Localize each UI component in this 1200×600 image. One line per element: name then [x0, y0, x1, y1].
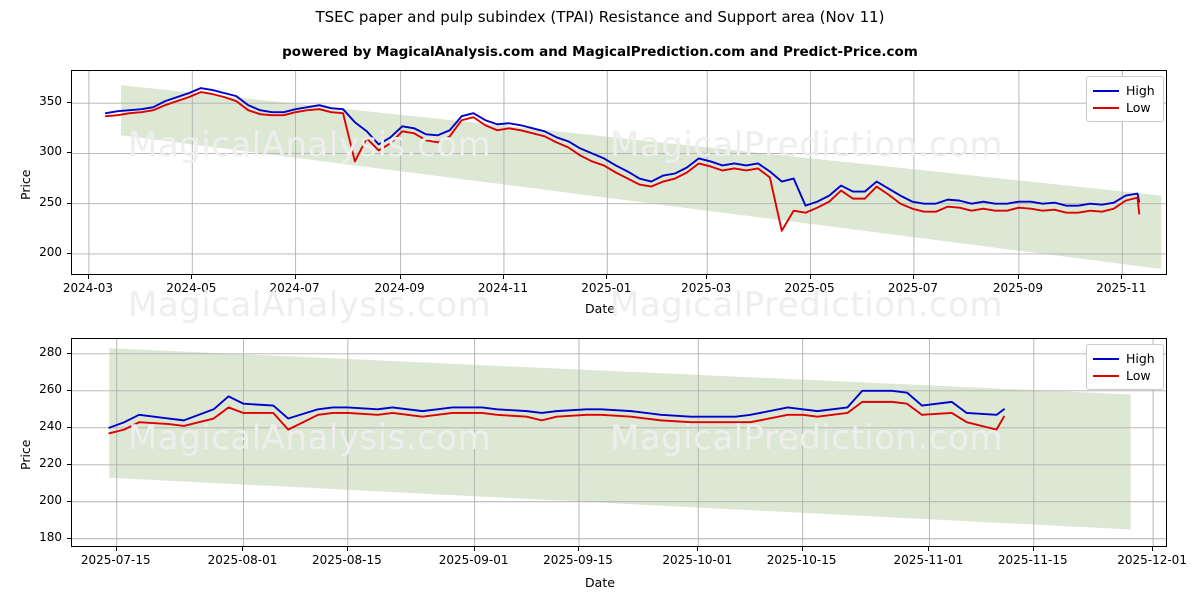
top-chart-xaxis-label: Date [585, 301, 615, 316]
xtick-mark [1121, 275, 1123, 279]
xtick-label: 2025-08-15 [311, 553, 382, 567]
xtick-label: 2025-01 [581, 281, 632, 295]
legend-entry-high[interactable]: High [1093, 350, 1155, 367]
support-resistance-band [109, 348, 1131, 530]
xtick-mark [346, 547, 348, 551]
xtick-label: 2025-09-01 [438, 553, 509, 567]
top-chart-yaxis-label: Price [18, 169, 33, 201]
xtick-label: 2025-10-15 [766, 553, 837, 567]
xtick-label: 2024-11 [477, 281, 529, 295]
legend-swatch-high [1093, 89, 1119, 92]
legend-swatch-low [1093, 106, 1119, 109]
xtick-mark [473, 547, 475, 551]
xtick-mark [87, 275, 89, 279]
xtick-label: 2024-07 [269, 281, 320, 295]
xtick-label: 2025-05 [784, 281, 835, 295]
bottom-chart-plot-area [71, 338, 1167, 547]
legend-label-low: Low [1126, 100, 1151, 115]
xtick-mark [1017, 275, 1019, 279]
ytick-label: 180 [39, 529, 62, 544]
top-chart-legend: High Low [1086, 76, 1164, 122]
bottom-chart-panel: 180 200 220 240 260 280 2025-07-15 2025-08-01 20… [0, 320, 1200, 600]
page-subtitle: powered by MagicalAnalysis.com and Magic… [282, 44, 918, 60]
ytick-label: 250 [39, 194, 62, 209]
ytick-mark [67, 152, 71, 154]
xtick-mark [1032, 547, 1034, 551]
xtick-mark [294, 275, 296, 279]
xtick-mark [399, 275, 401, 279]
bottom-chart-yaxis-label: Price [18, 439, 33, 471]
xtick-mark [1152, 547, 1154, 551]
legend-entry-high[interactable]: High [1093, 82, 1155, 99]
xtick-mark [706, 275, 708, 279]
xtick-mark [191, 275, 193, 279]
xtick-mark [697, 547, 699, 551]
xtick-label: 2025-08-01 [207, 553, 278, 567]
legend-swatch-low [1093, 374, 1119, 377]
top-chart-panel: 200 250 300 350 2024-03 2024-05 2024-07 2024-09… [18, 70, 1167, 316]
top-chart-canvas [72, 71, 1166, 274]
series-line-high [108, 389, 1005, 429]
legend-label-high: High [1126, 83, 1155, 98]
page-title: TSEC paper and pulp subindex (TPAI) Resi… [315, 8, 885, 26]
ytick-mark [67, 252, 71, 254]
legend-entry-low[interactable]: Low [1093, 99, 1155, 116]
xtick-label: 2025-11 [1096, 281, 1147, 295]
ytick-label: 240 [39, 418, 62, 433]
xtick-label: 2025-07-15 [80, 553, 151, 567]
xtick-mark [928, 547, 930, 551]
xtick-mark [115, 547, 117, 551]
ytick-label: 200 [39, 244, 62, 259]
ytick-mark [67, 463, 71, 465]
xtick-label: 2025-12-01 [1117, 553, 1187, 567]
xtick-label: 2024-09 [374, 281, 425, 295]
legend-swatch-high [1093, 357, 1119, 360]
xtick-label: 2025-10-01 [662, 553, 733, 567]
xtick-mark [606, 275, 608, 279]
ytick-mark [67, 426, 71, 428]
xtick-label: 2025-03 [681, 281, 732, 295]
xtick-mark [809, 275, 811, 279]
ytick-label: 220 [39, 455, 62, 470]
bottom-chart-legend: High Low [1086, 344, 1164, 390]
top-chart-plot-area [71, 70, 1167, 275]
xtick-label: 2025-09 [992, 281, 1043, 295]
xtick-mark [502, 275, 504, 279]
xtick-mark [242, 547, 244, 551]
ytick-mark [67, 202, 71, 204]
ytick-mark [67, 389, 71, 391]
legend-label-high: High [1126, 351, 1155, 366]
ytick-label: 300 [39, 144, 62, 159]
xtick-mark [801, 547, 803, 551]
ytick-label: 280 [39, 344, 62, 359]
legend-entry-low[interactable]: Low [1093, 367, 1155, 384]
series-line-low [104, 91, 1141, 232]
ytick-label: 350 [39, 94, 62, 109]
ytick-mark [67, 102, 71, 104]
bottom-chart-xaxis-label: Date [585, 575, 615, 590]
xtick-label: 2025-07 [887, 281, 938, 295]
xtick-mark [912, 275, 914, 279]
ytick-label: 260 [39, 381, 62, 396]
bottom-chart-canvas [72, 339, 1166, 546]
ytick-mark [67, 537, 71, 539]
ytick-mark [67, 352, 71, 354]
xtick-mark [577, 547, 579, 551]
support-resistance-band [121, 85, 1162, 269]
xtick-label: 2025-09-15 [543, 553, 613, 567]
xtick-label: 2024-05 [166, 281, 217, 295]
ytick-label: 200 [39, 492, 62, 507]
series-line-low [108, 400, 1005, 435]
ytick-mark [67, 500, 71, 502]
legend-label-low: Low [1126, 368, 1151, 383]
xtick-label: 2025-11-01 [893, 553, 964, 567]
xtick-label: 2024-03 [62, 281, 114, 295]
series-line-high [104, 87, 1141, 207]
xtick-label: 2025-11-15 [997, 553, 1068, 567]
